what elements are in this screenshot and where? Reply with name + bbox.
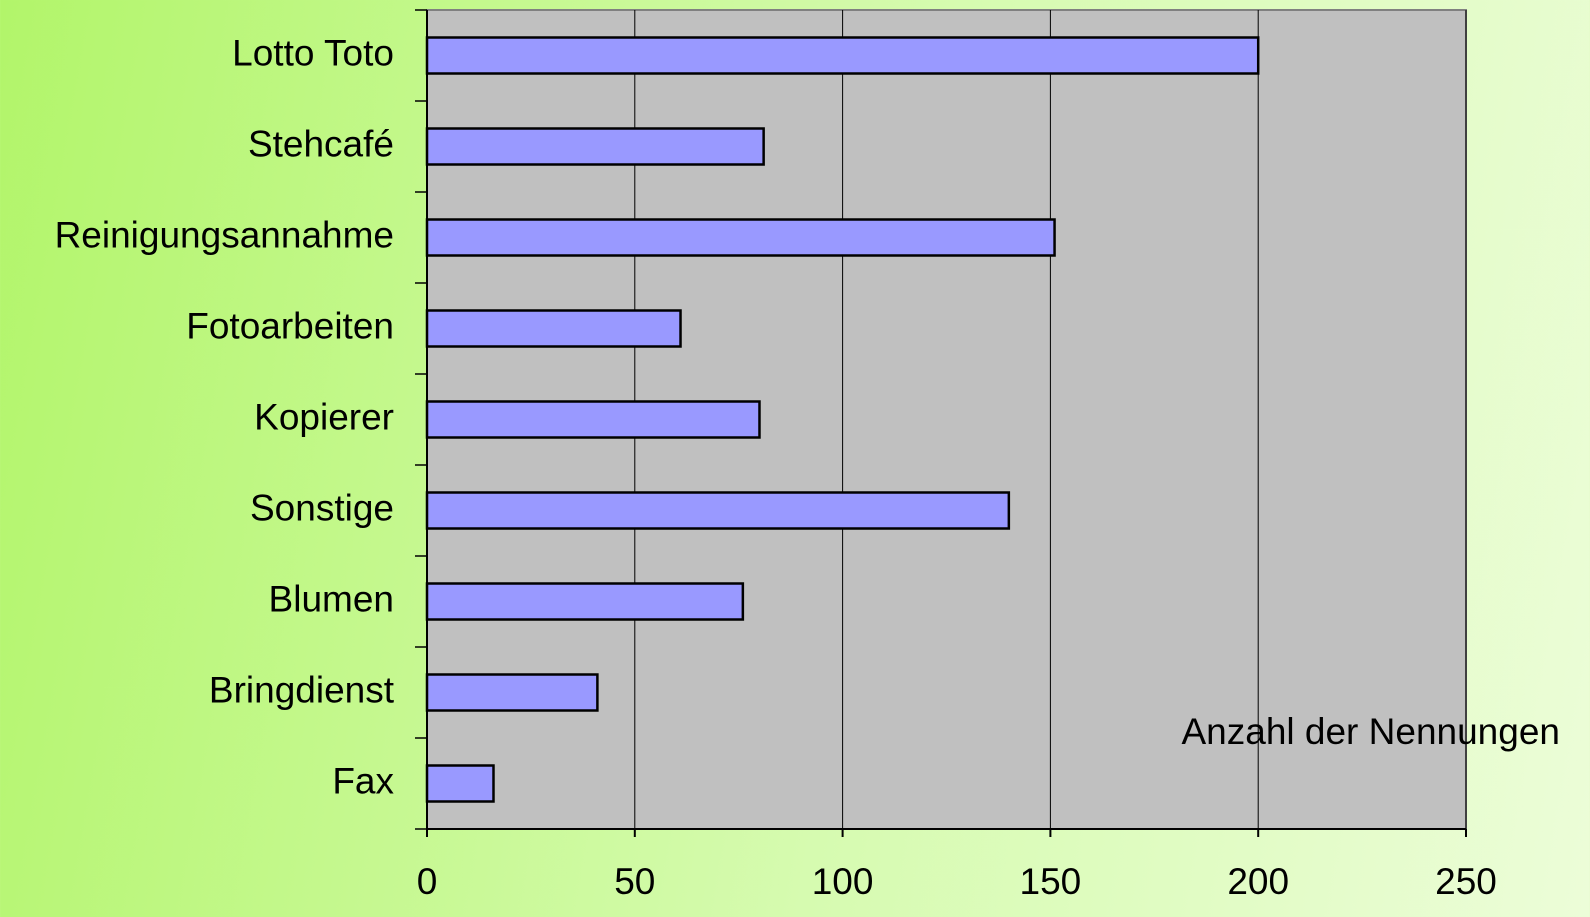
x-axis-label: Anzahl der Nennungen xyxy=(1181,711,1560,752)
x-tick-label: 50 xyxy=(614,861,655,902)
x-tick-label: 200 xyxy=(1227,861,1289,902)
y-tick-label: Bringdienst xyxy=(209,669,395,710)
bar xyxy=(425,582,745,621)
bar xyxy=(425,218,1056,257)
bar xyxy=(425,491,1011,530)
bar xyxy=(425,400,761,439)
y-tick-label: Blumen xyxy=(269,578,394,619)
y-tick-label: Fotoarbeiten xyxy=(186,305,394,346)
bar xyxy=(425,127,765,166)
y-tick-label: Sonstige xyxy=(250,487,394,528)
x-tick-label: 0 xyxy=(417,861,438,902)
x-tick-label: 100 xyxy=(812,861,874,902)
y-tick-label: Reinigungsannahme xyxy=(55,214,394,255)
x-tick-label: 150 xyxy=(1020,861,1082,902)
bar xyxy=(425,764,495,803)
y-tick-label: Fax xyxy=(332,760,394,801)
x-tick-label: 250 xyxy=(1435,861,1497,902)
y-tick-label: Lotto Toto xyxy=(232,32,394,73)
y-tick-label: Kopierer xyxy=(254,396,394,437)
bar xyxy=(425,673,599,712)
bar xyxy=(425,309,682,348)
y-tick-label: Stehcafé xyxy=(248,123,394,164)
bar xyxy=(425,36,1260,75)
